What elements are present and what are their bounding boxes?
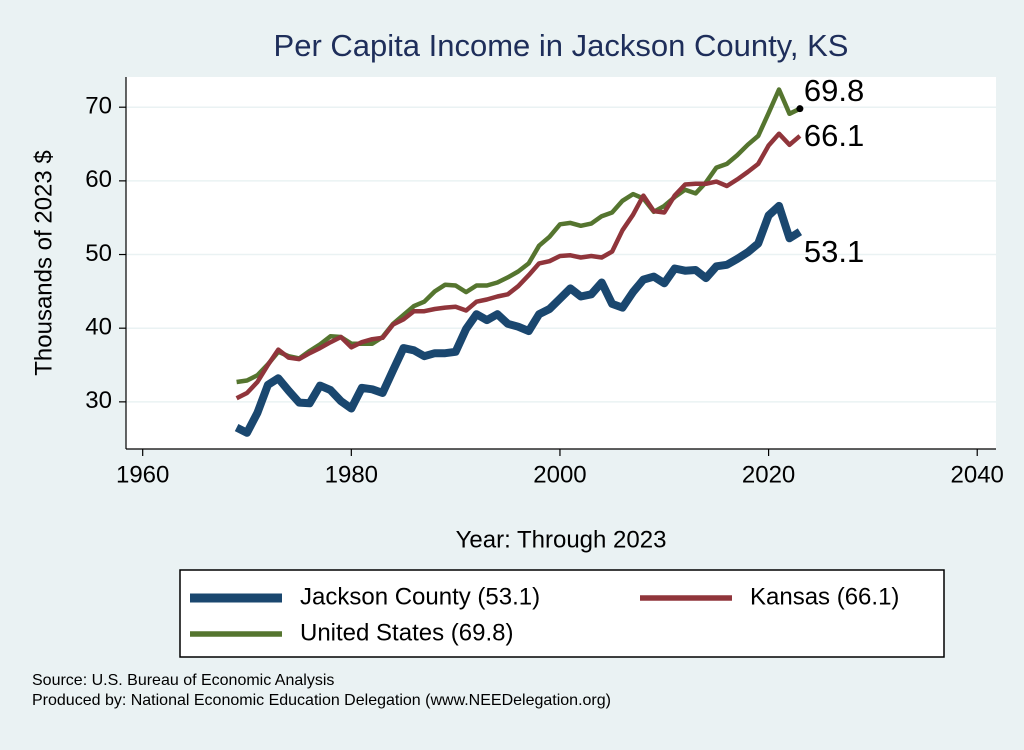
produced-by-note: Produced by: National Economic Education… bbox=[32, 692, 611, 709]
source-note: Source: U.S. Bureau of Economic Analysis bbox=[32, 672, 334, 689]
x-tick-label: 2040 bbox=[951, 461, 1004, 488]
y-axis-label: Thousands of 2023 $ bbox=[30, 150, 57, 376]
y-tick-label: 30 bbox=[85, 387, 112, 414]
series-line bbox=[235, 131, 802, 401]
chart-title: Per Capita Income in Jackson County, KS bbox=[274, 28, 849, 63]
y-tick-label: 70 bbox=[85, 93, 112, 120]
y-tick-label: 60 bbox=[85, 166, 112, 193]
end-label: 53.1 bbox=[804, 234, 864, 269]
legend-label: Kansas (66.1) bbox=[750, 583, 899, 610]
end-label: 69.8 bbox=[804, 73, 864, 108]
x-axis-label: Year: Through 2023 bbox=[456, 526, 667, 553]
x-tick-label: 2000 bbox=[533, 461, 586, 488]
x-tick-label: 1960 bbox=[116, 461, 169, 488]
plot-area bbox=[126, 77, 996, 449]
end-marker bbox=[796, 105, 804, 113]
series-line bbox=[234, 201, 803, 437]
x-tick-label: 1980 bbox=[325, 461, 378, 488]
y-tick-label: 40 bbox=[85, 314, 112, 341]
end-label: 66.1 bbox=[804, 118, 864, 153]
legend-label: United States (69.8) bbox=[300, 619, 513, 646]
x-tick-label: 2020 bbox=[742, 461, 795, 488]
legend bbox=[179, 569, 945, 658]
y-tick-label: 50 bbox=[85, 240, 112, 267]
legend-label: Jackson County (53.1) bbox=[300, 583, 540, 610]
